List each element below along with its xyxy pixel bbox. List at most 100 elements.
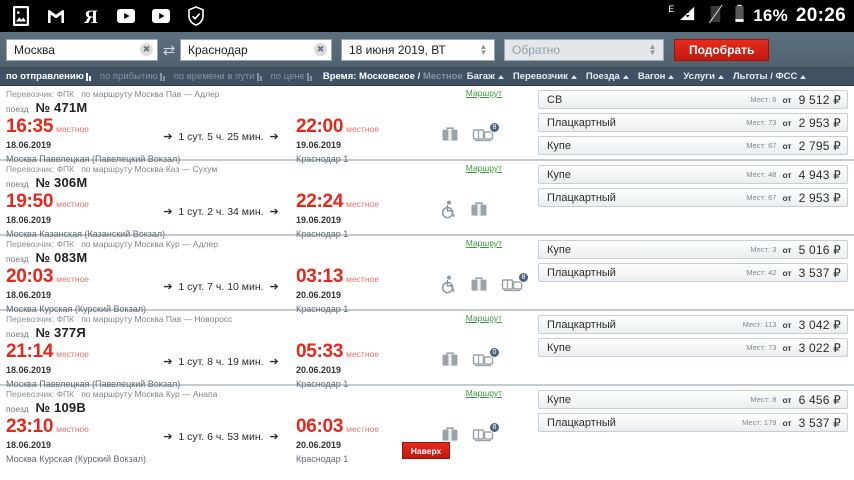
shield-icon <box>185 5 207 27</box>
sort-by-price[interactable]: по цене <box>271 71 312 82</box>
clear-destination-icon[interactable]: ✖ <box>314 43 327 56</box>
destination-field[interactable]: Краснодар ✖ <box>180 38 332 61</box>
fare-option[interactable]: Плацкартный Мест: 67 от 2 953 ₽ <box>538 188 848 207</box>
fare-class-label: Купе <box>547 139 571 152</box>
filter-trains-label: Поезда <box>585 71 620 82</box>
route-details-link[interactable]: Маршрут <box>465 163 502 173</box>
status-bar: Я E 16% 20:26 <box>0 0 854 32</box>
train-result-row[interactable]: Перевозчик: ФПК по маршруту Москва Кур —… <box>0 386 854 464</box>
duration-block: ➔ 1 сут. 5 ч. 25 мин. ➔ <box>146 116 296 145</box>
timezone-toggle[interactable]: Время: Московское / Местное <box>323 71 463 82</box>
wagon-scheme-icon[interactable]: 8 <box>472 122 500 144</box>
train-result-row[interactable]: Перевозчик: ФПК по маршруту Москва Каз —… <box>0 161 854 239</box>
filter-carrier[interactable]: Перевозчик <box>513 71 577 82</box>
wagon-scheme-icon[interactable]: 0 <box>472 347 500 369</box>
fare-list: Купе Мест: 48 от 4 943 ₽ Плацкартный Мес… <box>534 161 854 234</box>
arrow-right-icon: ➔ <box>163 281 173 293</box>
wheelchair-accessible-icon <box>440 275 457 294</box>
sort-bars-icon <box>85 72 91 81</box>
fare-option[interactable]: Плацкартный Мест: 42 от 3 537 ₽ <box>538 263 848 282</box>
caret-up-icon <box>622 74 629 79</box>
train-result-row[interactable]: Перевозчик: ФПК по маршруту Москва Пав —… <box>0 311 854 389</box>
swap-directions-icon[interactable]: ⇄ <box>162 41 176 59</box>
fare-from-label: от <box>782 319 792 330</box>
wagon-scheme-icon[interactable]: 8 <box>501 272 529 294</box>
fare-option[interactable]: Плацкартный Мест: 179 от 3 537 ₽ <box>538 413 848 432</box>
departure-block: 23:10 местное 18.06.2019 Москва Курская (… <box>6 416 146 464</box>
fare-option[interactable]: Плацкартный Мест: 113 от 3 042 ₽ <box>538 315 848 334</box>
battery-percent-label: 16% <box>753 6 788 25</box>
arrow-right-icon: ➔ <box>269 356 279 368</box>
departure-station: Москва Курская (Курский Вокзал) <box>6 454 146 464</box>
route-details-link[interactable]: Маршрут <box>465 388 502 398</box>
train-result-row[interactable]: Перевозчик: ФПК по маршруту Москва Кур —… <box>0 236 854 314</box>
departure-time: 20:03 <box>6 266 54 287</box>
arrival-timezone-label: местное <box>346 349 379 359</box>
arrow-right-icon: ➔ <box>163 356 173 368</box>
fare-seats-label: Мест: 67 <box>746 193 777 202</box>
fare-option[interactable]: Плацкартный Мест: 73 от 2 953 ₽ <box>538 113 848 132</box>
filter-services[interactable]: Услуги <box>683 71 724 82</box>
duration-block: ➔ 1 сут. 7 ч. 10 мин. ➔ <box>146 266 296 295</box>
fare-option[interactable]: Купе Мест: 8 от 6 456 ₽ <box>538 390 848 409</box>
filter-baggage[interactable]: Багаж <box>467 71 504 82</box>
sort-by-duration[interactable]: по времени в пути <box>174 71 262 82</box>
fare-option[interactable]: Купе Мест: 3 от 5 016 ₽ <box>538 240 848 259</box>
wagon-scheme-icon[interactable]: 8 <box>472 422 500 444</box>
departure-time-line: 19:50 местное <box>6 191 146 213</box>
fare-from-label: от <box>782 169 792 180</box>
amenity-icons: 8 <box>436 116 528 144</box>
filter-wagon[interactable]: Вагон <box>638 71 675 82</box>
arrival-time: 22:00 <box>296 116 344 137</box>
trip-duration: ➔ 1 сут. 5 ч. 25 мин. ➔ <box>163 131 279 143</box>
origin-field[interactable]: Москва ✖ <box>6 38 158 61</box>
submit-search-button[interactable]: Подобрать <box>674 38 770 61</box>
return-date-placeholder: Обратно <box>512 42 561 57</box>
sort-by-departure[interactable]: по отправлению <box>6 71 91 82</box>
baggage-icon <box>440 350 460 369</box>
route-details-link[interactable]: Маршрут <box>465 238 502 248</box>
timezone-moscow-option[interactable]: Московское <box>359 71 415 82</box>
fare-from-label: от <box>782 342 792 353</box>
clear-origin-icon[interactable]: ✖ <box>140 43 153 56</box>
status-bar-system-icons: E 16% 20:26 <box>664 3 846 29</box>
fare-from-label: от <box>782 267 792 278</box>
fare-seats-label: Мест: 6 <box>750 95 777 104</box>
route-details-link[interactable]: Маршрут <box>465 88 502 98</box>
scroll-to-top-button[interactable]: Наверх <box>402 442 450 459</box>
fare-option[interactable]: Купе Мест: 73 от 3 022 ₽ <box>538 338 848 357</box>
arrival-block: 22:00 местное 19.06.2019 Краснодар 1 <box>296 116 436 164</box>
train-result-row[interactable]: Перевозчик: ФПК по маршруту Москва Пав —… <box>0 86 854 164</box>
filter-benefits[interactable]: Льготы / ФСС <box>733 71 807 82</box>
departure-station: Москва Казанская (Казанский Вокзал) <box>6 229 166 239</box>
date-stepper-icon[interactable]: ▲ ▼ <box>479 41 488 57</box>
timezone-local-option[interactable]: Местное <box>422 71 463 82</box>
duration-block: ➔ 1 сут. 8 ч. 19 мин. ➔ <box>146 341 296 370</box>
arrow-right-icon: ➔ <box>269 131 279 143</box>
wagon-count-badge: 8 <box>518 272 529 283</box>
return-date-field[interactable]: Обратно ▲ ▼ <box>504 38 664 61</box>
fare-seats-label: Мест: 113 <box>742 320 777 329</box>
train-info: Перевозчик: ФПК по маршруту Москва Кур —… <box>0 236 534 314</box>
filter-trains[interactable]: Поезда <box>586 71 629 82</box>
route-details-link[interactable]: Маршрут <box>465 313 502 323</box>
fare-option[interactable]: Купе Мест: 48 от 4 943 ₽ <box>538 165 848 184</box>
caret-up-icon <box>717 74 724 79</box>
arrival-timezone-label: местное <box>346 274 379 284</box>
caret-up-icon <box>668 74 675 79</box>
return-date-stepper-icon[interactable]: ▲ ▼ <box>648 41 657 57</box>
fare-class-label: Купе <box>547 341 571 354</box>
fare-option[interactable]: Купе Мест: 67 от 2 795 ₽ <box>538 136 848 155</box>
fare-price-label: 4 943 ₽ <box>798 167 841 182</box>
fare-option[interactable]: СВ Мест: 6 от 9 512 ₽ <box>538 90 848 109</box>
train-times: 21:14 местное 18.06.2019 Москва Павелецка… <box>6 341 528 391</box>
train-info: Перевозчик: ФПК по маршруту Москва Пав —… <box>0 311 534 389</box>
baggage-icon <box>440 125 460 144</box>
carrier-label: Перевозчик: ФПК по маршруту Москва Кур —… <box>6 239 218 249</box>
departure-timezone-label: местное <box>56 424 89 434</box>
fare-seats-label: Мест: 67 <box>746 141 777 150</box>
departure-date-field[interactable]: 18 июня 2019, ВТ ▲ ▼ <box>341 38 495 61</box>
sort-by-arrival[interactable]: по прибытию <box>100 71 165 82</box>
departure-time: 23:10 <box>6 416 54 437</box>
carrier-label: Перевозчик: ФПК по маршруту Москва Каз —… <box>6 164 218 174</box>
